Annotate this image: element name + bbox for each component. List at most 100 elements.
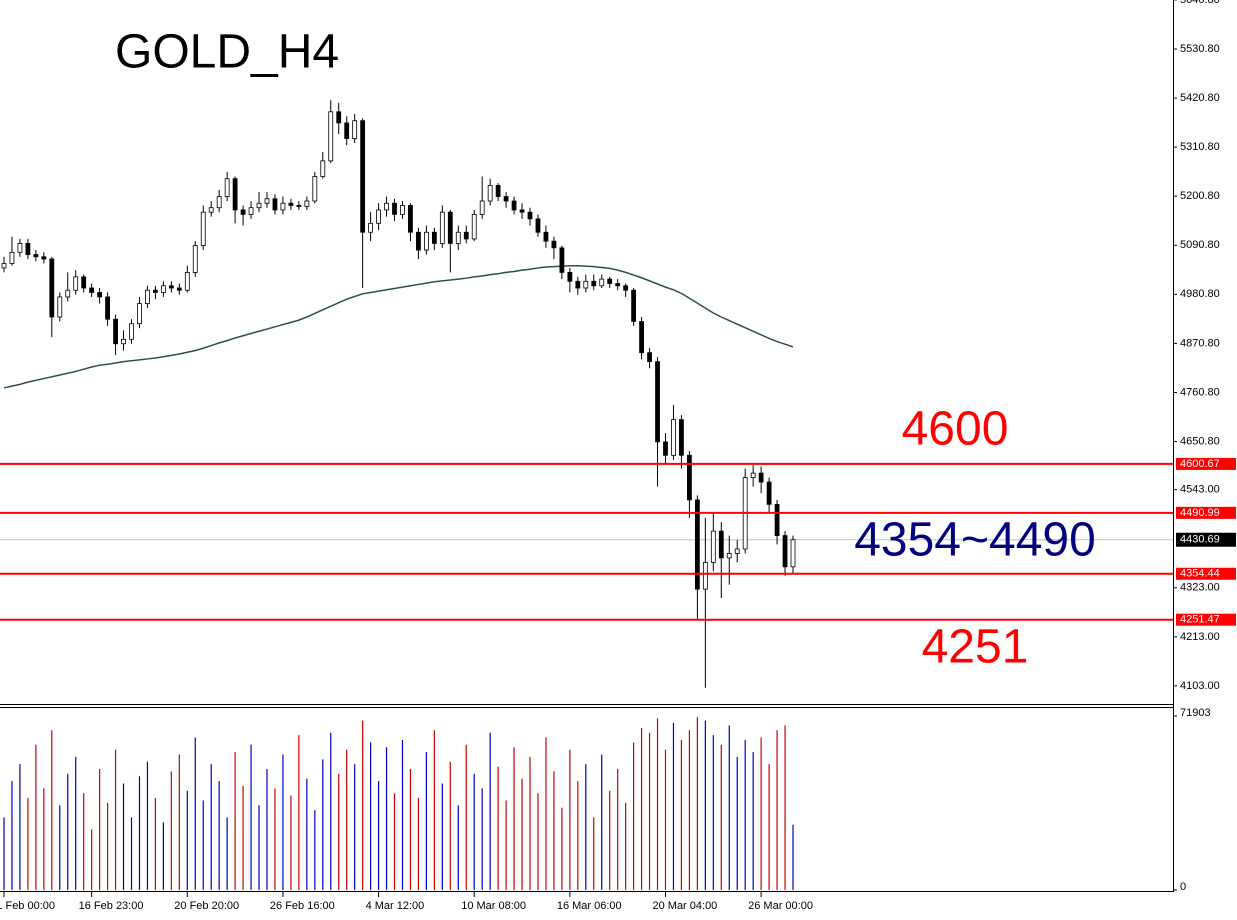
y-tick-label: 4760.80 (1180, 386, 1220, 398)
candle-body (296, 205, 302, 207)
y-tick-label: 4980.80 (1180, 288, 1220, 300)
level-label: 4251.47 (1180, 614, 1220, 626)
candle-body (591, 280, 597, 287)
candle-body (702, 561, 708, 590)
y-tick-label: 5640.80 (1180, 0, 1220, 6)
candle-body (360, 120, 366, 233)
moving-average (3, 264, 794, 389)
candle-body (439, 211, 445, 244)
candle-body (479, 200, 485, 215)
x-tick-label: 26 Mar 00:00 (748, 900, 813, 912)
candle-body (248, 207, 254, 215)
candle-body (687, 454, 692, 501)
candle-body (280, 202, 286, 211)
candle-body (463, 231, 469, 240)
candle-body (408, 205, 413, 233)
level-label: 4490.99 (1180, 507, 1220, 519)
candle-body (671, 419, 676, 456)
candle-body (782, 535, 788, 568)
candle-body (57, 296, 63, 318)
candle-body (224, 178, 230, 197)
candle-body (89, 287, 95, 293)
x-tick-label: 11 Feb 00:00 (0, 900, 55, 912)
candle-body (663, 441, 668, 456)
candle-body (176, 287, 182, 291)
x-tick-label: 20 Mar 04:00 (652, 900, 717, 912)
candle-body (392, 202, 397, 215)
candle-body (344, 122, 350, 139)
candle-body (208, 207, 214, 213)
candle-body (304, 200, 310, 207)
candle-body (49, 258, 55, 318)
candle-body (113, 318, 118, 345)
candle-body (272, 198, 278, 211)
candle-body (471, 213, 477, 240)
candle-body (352, 120, 358, 139)
candle-body (9, 251, 15, 264)
current-price-box (1176, 532, 1236, 547)
candle-body (121, 338, 126, 345)
annotation: 4354~4490 (854, 514, 1096, 567)
candle-body (192, 245, 198, 273)
candle-body (65, 289, 71, 298)
candle-body (145, 289, 150, 305)
y-tick-label: 4543.00 (1180, 484, 1220, 496)
candle-body (567, 271, 573, 282)
x-tick-label: 16 Mar 06:00 (557, 900, 622, 912)
candle-body (679, 419, 684, 456)
candle-body (184, 271, 190, 291)
candle-body (710, 530, 716, 563)
chart-title: GOLD_H4 (115, 26, 339, 79)
candle-body (599, 278, 605, 287)
level-label-box (1176, 506, 1236, 519)
candle-body (535, 218, 541, 233)
x-tick-label: 20 Feb 20:00 (174, 900, 239, 912)
candle-body (551, 240, 557, 249)
candle-body (495, 185, 501, 197)
candle-body (583, 280, 589, 289)
candle-body (1, 263, 7, 269)
candle-body (455, 231, 461, 244)
candle-body (615, 283, 621, 287)
candle-body (423, 231, 429, 251)
candle-body (168, 285, 174, 289)
candle-body (766, 481, 772, 505)
candle-body (41, 256, 47, 260)
candle-body (312, 176, 318, 202)
candle-body (17, 242, 23, 253)
candle-body (160, 285, 166, 293)
candle-body (200, 211, 206, 247)
candle-body (25, 242, 31, 255)
candle-body (694, 499, 700, 590)
candle-body (320, 160, 326, 177)
candle-body (519, 209, 525, 213)
candle-body (33, 254, 39, 258)
x-tick-label: 4 Mar 12:00 (366, 900, 425, 912)
candle-body (153, 289, 158, 293)
candle-body (559, 247, 565, 273)
y-tick-label: 5090.80 (1180, 239, 1220, 251)
candle-body (73, 276, 79, 291)
candle-body (447, 211, 453, 244)
y-tick-label: 4103.00 (1180, 680, 1220, 692)
candle-body (726, 553, 732, 559)
y-tick-label: 4213.00 (1180, 631, 1220, 643)
candle-body (336, 111, 342, 124)
y-tick-label: 4323.00 (1180, 582, 1220, 594)
candle-body (400, 205, 405, 215)
candle-body (655, 361, 660, 443)
candle-body (758, 472, 764, 483)
candle-body (718, 530, 724, 559)
candle-body (137, 303, 142, 325)
level-label-box (1176, 567, 1236, 580)
level-label-box (1176, 613, 1236, 626)
candle-body (623, 285, 629, 291)
level-label: 4600.67 (1180, 458, 1220, 470)
candle-body (328, 111, 334, 162)
candle-body (216, 196, 222, 209)
candle-body (647, 352, 652, 363)
candle-body (288, 202, 294, 206)
y-tick-label: 5420.80 (1180, 92, 1220, 104)
volume-tick-label: 71903 (1180, 707, 1211, 719)
